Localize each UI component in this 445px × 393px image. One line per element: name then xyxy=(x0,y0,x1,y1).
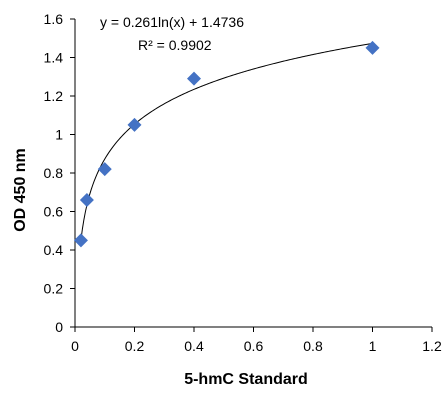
x-tick-label: 0.8 xyxy=(303,338,323,354)
axes xyxy=(74,19,432,328)
y-axis-title: OD 450 nm xyxy=(12,148,29,232)
data-point-marker xyxy=(127,117,142,132)
trendline xyxy=(80,42,373,240)
x-tick-label: 0.2 xyxy=(125,338,145,354)
y-tick-label: 1.4 xyxy=(44,50,64,66)
y-tick-label: 0.4 xyxy=(44,242,64,258)
r-squared-label: R² = 0.9902 xyxy=(138,37,212,53)
data-point-marker xyxy=(97,162,112,177)
x-tick-label: 0 xyxy=(71,338,79,354)
y-tick-label: 0.2 xyxy=(44,281,64,297)
data-point-marker xyxy=(79,192,94,207)
x-tick-label: 0.6 xyxy=(244,338,264,354)
data-points xyxy=(73,40,380,248)
y-tick-label: 0.6 xyxy=(44,204,64,220)
x-axis-title: 5-hmC Standard xyxy=(184,371,308,388)
y-tick-label: 1 xyxy=(55,127,63,143)
y-axis-ticks: 0 0.2 0.4 0.6 0.8 1 1.2 1.4 1.6 xyxy=(44,11,75,335)
y-tick-label: 1.2 xyxy=(44,88,64,104)
data-point-marker xyxy=(187,71,201,86)
trendline-equation: y = 0.261ln(x) + 1.4736 xyxy=(100,14,244,30)
x-axis-ticks: 0 0.2 0.4 0.6 0.8 1 1.2 xyxy=(71,327,442,354)
y-tick-label: 1.6 xyxy=(44,11,64,27)
x-tick-label: 1 xyxy=(369,338,377,354)
x-tick-label: 1.2 xyxy=(422,338,442,354)
data-point-marker xyxy=(73,233,88,248)
data-point-marker xyxy=(365,40,380,55)
y-tick-label: 0.8 xyxy=(44,165,64,181)
y-tick-label: 0 xyxy=(55,319,63,335)
x-tick-label: 0.4 xyxy=(184,338,204,354)
